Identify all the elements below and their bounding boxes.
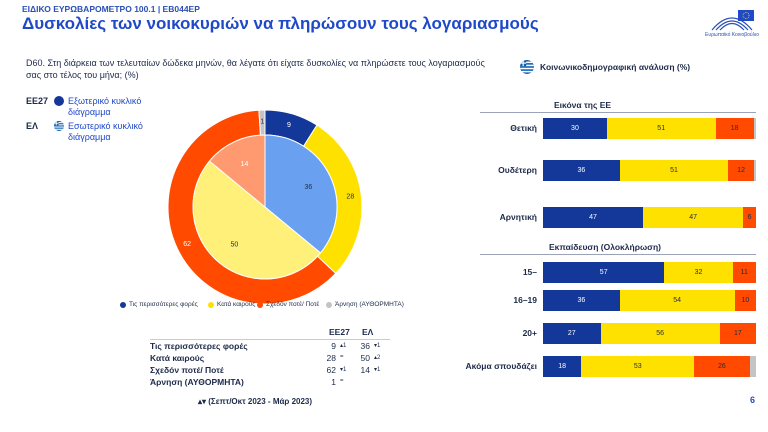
question-text: D60. Στη διάρκεια των τελευταίων δώδεκα …	[26, 58, 485, 80]
table-row-label: Άρνηση (ΑΥΘΟΡΜΗΤΑ)	[150, 377, 244, 387]
table-value-eu: 1	[331, 377, 336, 387]
bar-segment: 54	[619, 290, 735, 311]
table-header-eu: EE27	[329, 327, 350, 337]
table-value-eu: 28	[326, 353, 336, 363]
bar-segment: 47	[643, 207, 744, 228]
bar-segment: 6	[743, 207, 756, 228]
table-trend-eu: =	[340, 354, 344, 360]
bar-segment: 47	[543, 207, 644, 228]
greek-flag-icon	[54, 121, 64, 131]
pie-legend-label: Κατά καιρούς	[217, 301, 256, 308]
bar-segment: 36	[543, 160, 620, 181]
footnote: ▴▾ (Σεπτ/Οκτ 2023 - Μάρ 2023)	[198, 397, 313, 406]
bar-segment: 10	[734, 290, 756, 311]
table-divider	[150, 339, 390, 340]
pie-legend-label: Άρνηση (ΑΥΘΟΡΜΗΤΑ)	[335, 301, 404, 308]
outer-slice	[167, 109, 337, 305]
bar-segment: 30	[543, 118, 607, 139]
outer-value-label: 1	[260, 119, 264, 126]
bar-category-label: 15–	[522, 267, 537, 277]
pie-legend-label: Σχεδόν ποτέ/ Ποτέ	[266, 301, 320, 308]
outer-value-label: 28	[346, 194, 354, 201]
table-value-gr: 36	[360, 341, 370, 351]
inner-value-label: 50	[231, 241, 239, 248]
inner-value-label: 36	[305, 184, 313, 191]
pie-legend-most: Τις περισσότερες φορές	[120, 301, 198, 308]
table-row-label: Κατά καιρούς	[150, 353, 205, 363]
bar-category-label: Ακόμα σπουδάζει	[465, 361, 538, 371]
outer-slice	[264, 109, 318, 147]
legend-code-gr: ΕΛ	[26, 121, 39, 131]
outer-slice	[302, 124, 363, 275]
bar-segment: 12	[728, 160, 754, 181]
table-trend-gr: ▴2	[374, 355, 381, 361]
bar-segment: 32	[664, 262, 733, 283]
bar-segment: 36	[543, 290, 620, 311]
section-divider	[480, 254, 756, 255]
legend-label-inner: Εσωτερικό κυκλικό διάγραμμα	[68, 121, 143, 142]
legend-code-eu: EE27	[26, 96, 49, 106]
outer-slice	[258, 109, 266, 136]
bar-segment	[753, 160, 756, 181]
bar-segment: 27	[543, 323, 601, 344]
bar-category-label: 16–19	[513, 295, 537, 305]
bar-segment	[753, 118, 756, 139]
inner-slice	[192, 160, 322, 280]
bar-segment: 18	[715, 118, 754, 139]
table-value-eu: 9	[331, 341, 336, 351]
bar-segment	[749, 356, 756, 377]
table-trend-eu: =	[340, 378, 344, 384]
section-divider	[480, 112, 756, 113]
pie-legend-label: Τις περισσότερες φορές	[129, 301, 198, 308]
bar-segment: 51	[606, 118, 716, 139]
page-title: Δυσκολίες των νοικοκυριών να πληρώσουν τ…	[22, 14, 539, 33]
legend-label-outer: Εξωτερικό κυκλικό διάγραμμα	[68, 96, 142, 117]
pie-legend-sometimes: Κατά καιρούς	[208, 301, 255, 308]
report-subtitle: ΕΙΔΙΚΟ ΕΥΡΩΒΑΡΟΜΕΤΡΟ 100.1 | EB044EP	[22, 4, 200, 14]
table-trend-gr: ▾1	[374, 343, 381, 349]
inner-slice	[208, 134, 266, 209]
table-row-label: Σχεδόν ποτέ/ Ποτέ	[150, 365, 224, 375]
pie-legend-never: Σχεδόν ποτέ/ Ποτέ	[257, 301, 319, 308]
bar-segment: 57	[543, 262, 665, 283]
outer-value-label: 9	[287, 122, 291, 129]
eu-dot-icon	[54, 96, 64, 106]
bar-segment: 26	[694, 356, 750, 377]
greek-flag-icon	[520, 60, 534, 74]
inner-slice	[264, 134, 338, 254]
table-trend-gr: ▾1	[374, 367, 381, 373]
bar-segment: 51	[619, 160, 729, 181]
inner-value-label: 14	[241, 161, 249, 168]
parliament-logo-icon	[711, 10, 754, 31]
table-trend-eu: ▾1	[340, 367, 347, 373]
bar-segment: 17	[719, 323, 756, 344]
bar-segment: 56	[600, 323, 720, 344]
section-title-eu-image: Εικόνα της ΕΕ	[554, 100, 612, 110]
bar-segment: 53	[581, 356, 695, 377]
logo-text: Ευρωπαϊκό Κοινοβούλιο	[705, 32, 759, 38]
bar-category-label: Αρνητική	[499, 212, 537, 222]
bar-segment: 18	[543, 356, 582, 377]
table-value-gr: 50	[360, 353, 370, 363]
bar-segment: 11	[732, 262, 756, 283]
pie-legend-refusal: Άρνηση (ΑΥΘΟΡΜΗΤΑ)	[326, 301, 404, 308]
table-header-gr: ΕΛ	[362, 327, 374, 337]
table-value-eu: 62	[326, 365, 336, 375]
section-title-education: Εκπαίδευση (Ολοκλήρωση)	[549, 242, 661, 252]
bar-category-label: Ουδέτερη	[498, 165, 537, 175]
page-number: 6	[750, 395, 756, 405]
bar-category-label: Θετική	[510, 123, 537, 133]
table-trend-eu: ▴1	[340, 343, 347, 349]
table-row-label: Τις περισσότερες φορές	[150, 341, 248, 351]
table-value-gr: 14	[360, 365, 370, 375]
right-panel-title: Κοινωνικοδημογραφική ανάλυση (%)	[540, 62, 691, 72]
outer-value-label: 62	[183, 241, 191, 248]
bar-category-label: 20+	[522, 328, 537, 338]
